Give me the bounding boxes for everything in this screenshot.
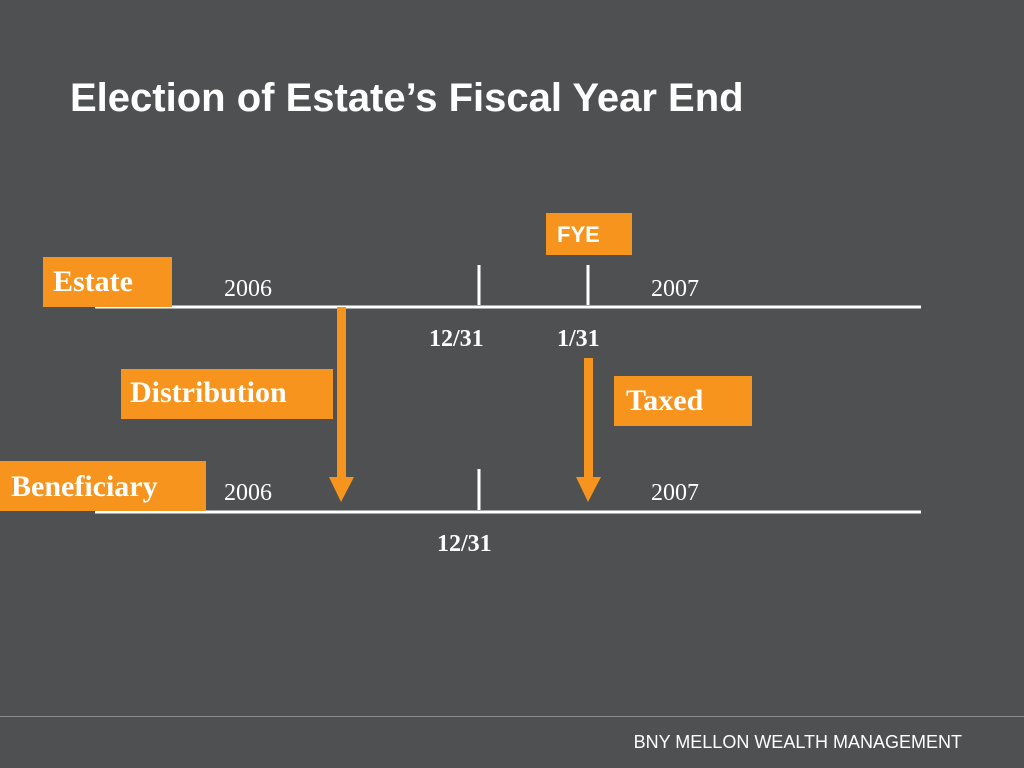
taxed-label-box: Taxed bbox=[614, 376, 752, 426]
estate-year-left: 2006 bbox=[224, 276, 272, 302]
footer-divider bbox=[0, 716, 1024, 717]
beneficiary-label-box: Beneficiary bbox=[0, 461, 206, 511]
slide-title: Election of Estate’s Fiscal Year End bbox=[70, 76, 744, 120]
estate-label-box: Estate bbox=[43, 257, 172, 307]
estate-year-right: 2007 bbox=[651, 276, 699, 302]
taxed-arrow bbox=[576, 358, 601, 502]
beneficiary-year-left: 2006 bbox=[224, 480, 272, 506]
fye-label-box: FYE bbox=[546, 213, 632, 255]
distribution-arrow bbox=[329, 307, 354, 502]
beneficiary-year-right: 2007 bbox=[651, 480, 699, 506]
estate-date-1231: 12/31 bbox=[429, 326, 484, 352]
beneficiary-date-1231: 12/31 bbox=[437, 531, 492, 557]
distribution-label-box: Distribution bbox=[121, 369, 333, 419]
footer-brand: BNY MELLON WEALTH MANAGEMENT bbox=[633, 732, 962, 752]
estate-date-131: 1/31 bbox=[557, 326, 600, 352]
